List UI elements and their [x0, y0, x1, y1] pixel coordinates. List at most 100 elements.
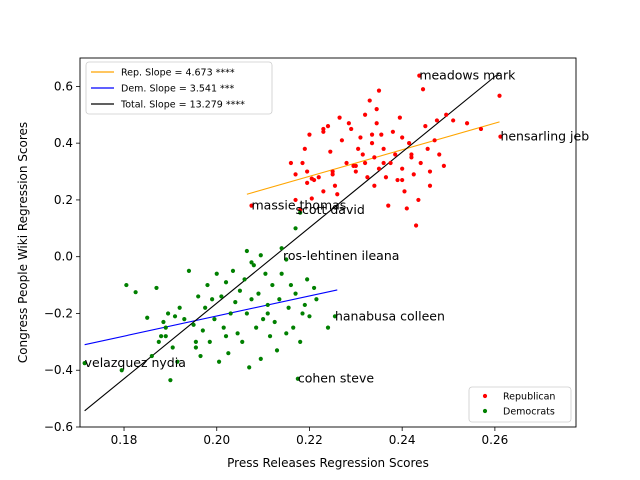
- democrat-point: [235, 331, 240, 336]
- republican-point: [418, 160, 423, 166]
- republican-point: [397, 115, 402, 120]
- republican-point: [381, 160, 386, 166]
- democrat-point: [286, 305, 291, 310]
- democrat-point: [279, 271, 284, 276]
- republican-point: [372, 183, 377, 188]
- legend-line-label: Rep. Slope = 4.673 ****: [121, 68, 235, 79]
- point-annotation: meadows mark: [419, 68, 516, 83]
- republican-point: [427, 169, 433, 174]
- legend-line-label: Total. Slope = 13.279 ****: [120, 100, 245, 111]
- y-tick-label: −0.6: [44, 420, 73, 434]
- democrat-point: [293, 226, 298, 231]
- democrat-point: [205, 282, 210, 288]
- republican-point: [302, 146, 307, 151]
- republican-point: [362, 160, 368, 166]
- republican-point: [353, 169, 358, 174]
- democrat-point: [223, 280, 229, 285]
- democrat-point: [203, 305, 208, 310]
- democrat-point: [172, 314, 178, 319]
- x-tick-label: 0.18: [111, 433, 138, 447]
- democrat-point: [263, 271, 268, 276]
- democrat-point: [274, 348, 280, 353]
- republican-point: [346, 121, 351, 126]
- democrat-point: [177, 305, 182, 310]
- democrat-point: [228, 311, 233, 316]
- republican-point: [372, 155, 377, 160]
- legend-series-label: Republican: [503, 392, 555, 403]
- point-annotation: velazquez nydia: [85, 355, 186, 370]
- democrat-point: [254, 325, 259, 330]
- y-axis-ticks: −0.6 −0.4 −0.2 0.0 0.2 0.4 0.6: [44, 79, 80, 434]
- democrat-point: [200, 328, 205, 333]
- republican-point: [402, 189, 407, 194]
- republican-point: [332, 183, 338, 188]
- x-tick-label: 0.24: [389, 433, 416, 447]
- republican-point: [365, 175, 370, 180]
- axes-frame: [79, 57, 577, 428]
- democrat-point: [249, 260, 254, 265]
- democrat-point: [163, 325, 168, 330]
- republican-point: [369, 141, 375, 146]
- democrat-point: [163, 334, 168, 339]
- republican-point: [374, 121, 379, 126]
- democrat-point: [307, 314, 312, 319]
- republican-point: [413, 223, 419, 228]
- democrat-point: [133, 290, 138, 295]
- y-tick-label: −0.2: [44, 306, 73, 320]
- x-tick-label: 0.20: [203, 433, 230, 447]
- democrat-point: [149, 353, 154, 359]
- republican-point: [330, 172, 335, 177]
- republican-point: [444, 112, 449, 117]
- republican-point: [360, 152, 365, 157]
- democrat-point: [82, 361, 87, 366]
- y-tick-label: 0.0: [54, 250, 73, 264]
- republican-point: [434, 118, 440, 123]
- democrat-point: [156, 339, 161, 344]
- democrat-point: [256, 291, 261, 296]
- regression-line-2: [84, 72, 500, 412]
- democrat-point: [302, 302, 307, 308]
- democrat-point: [207, 339, 212, 344]
- democrat-point: [298, 210, 303, 215]
- republican-point: [497, 93, 502, 98]
- democrat-point: [237, 288, 243, 293]
- legend-frame: [468, 386, 572, 423]
- y-tick-label: −0.4: [44, 363, 73, 377]
- democrat-point: [265, 311, 270, 316]
- y-tick-label: 0.6: [54, 79, 73, 93]
- republican-point: [388, 160, 393, 166]
- democrat-point: [159, 334, 164, 339]
- republican-point: [437, 152, 442, 157]
- republican-point: [325, 124, 331, 129]
- republican-point: [339, 138, 345, 143]
- republican-point: [311, 177, 317, 183]
- republican-point: [420, 87, 426, 92]
- republican-point: [374, 106, 379, 112]
- democrat-point: [186, 268, 192, 273]
- y-tick-label: 0.2: [54, 193, 73, 207]
- republican-point: [376, 166, 382, 171]
- republican-point: [379, 132, 384, 137]
- democrat-point: [288, 282, 294, 288]
- republican-point: [321, 129, 326, 134]
- democrat-point: [191, 322, 196, 327]
- republican-point: [400, 135, 405, 140]
- republican-point: [386, 203, 391, 208]
- republican-point: [300, 160, 305, 166]
- democrat-point: [314, 297, 319, 302]
- democrat-point: [267, 334, 273, 339]
- democrat-point: [212, 317, 217, 322]
- democrat-point: [261, 317, 266, 322]
- republican-point: [400, 177, 405, 183]
- democrat-point: [284, 257, 289, 262]
- point-annotation: scott david: [296, 202, 365, 217]
- democrat-point: [233, 300, 238, 305]
- point-annotation: massie thomas: [252, 198, 347, 213]
- republican-point: [478, 126, 484, 132]
- republican-point: [393, 152, 398, 157]
- democrat-point: [168, 378, 173, 383]
- point-annotation: cohen steve: [298, 371, 375, 386]
- point-annotation: hensarling jeb: [500, 129, 589, 144]
- democrat-point: [161, 319, 166, 325]
- democrat-point: [284, 331, 289, 336]
